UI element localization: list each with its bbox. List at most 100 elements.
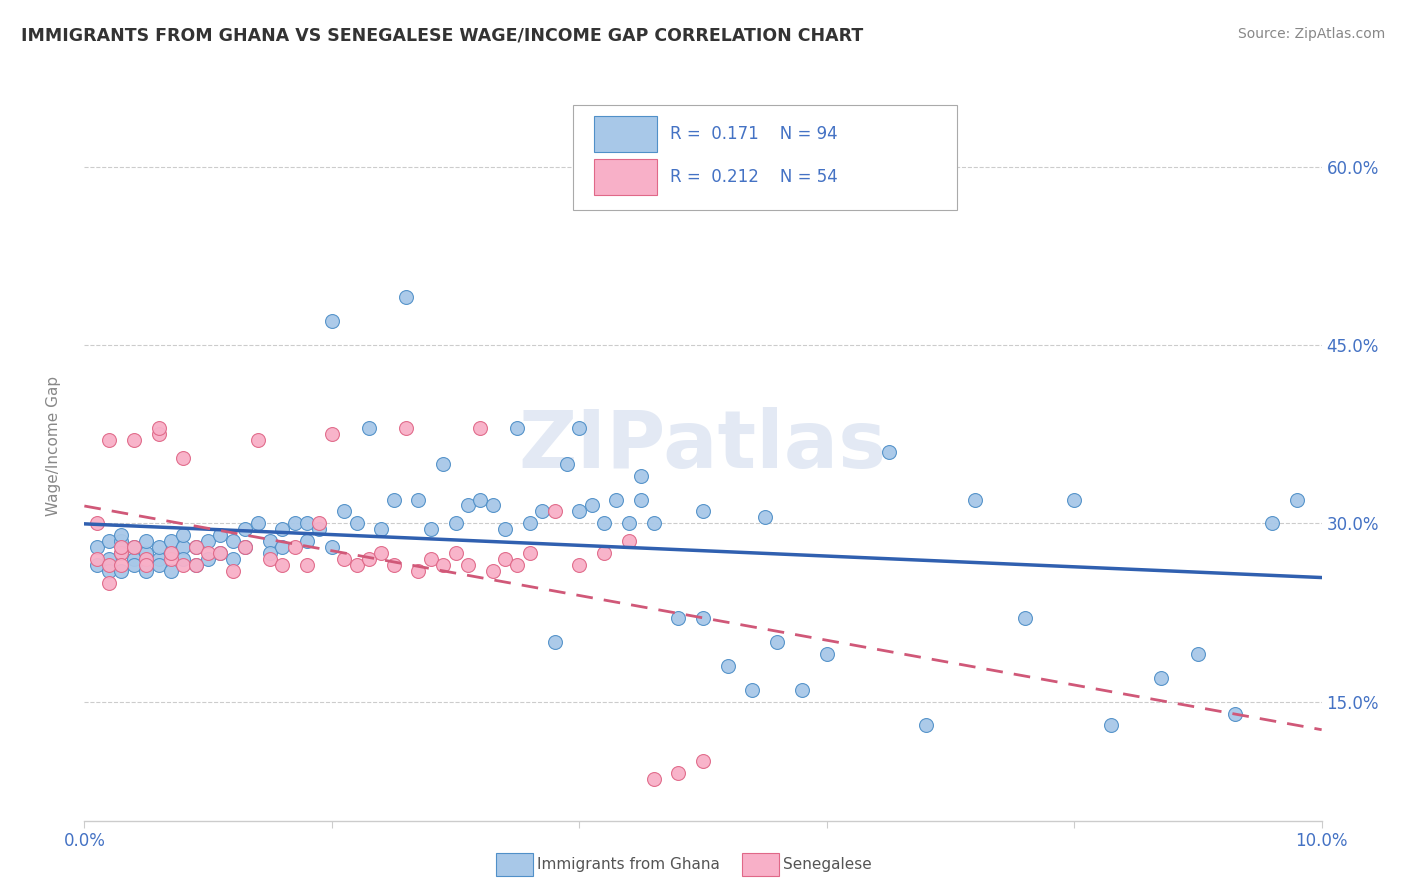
Point: [617, 534, 640, 549]
Point: [506, 558, 529, 572]
Point: [172, 450, 194, 465]
Text: Source: ZipAtlas.com: Source: ZipAtlas.com: [1237, 27, 1385, 41]
Point: [122, 540, 145, 554]
Point: [568, 504, 591, 518]
Point: [271, 558, 294, 572]
Point: [135, 546, 157, 560]
Point: [209, 528, 232, 542]
Point: [271, 522, 294, 536]
Point: [692, 754, 714, 768]
Point: [370, 546, 392, 560]
Point: [209, 546, 232, 560]
Point: [148, 427, 170, 442]
Point: [197, 534, 219, 549]
Point: [419, 522, 441, 536]
Point: [122, 552, 145, 566]
Point: [197, 546, 219, 560]
Point: [333, 552, 356, 566]
Point: [965, 492, 987, 507]
Point: [841, 195, 863, 210]
Point: [86, 540, 108, 554]
Point: [815, 647, 838, 661]
Point: [1223, 706, 1246, 721]
Point: [110, 546, 132, 560]
Point: [457, 499, 479, 513]
Point: [444, 516, 467, 531]
Point: [172, 558, 194, 572]
Point: [321, 314, 343, 328]
Point: [382, 492, 405, 507]
Point: [666, 611, 689, 625]
Point: [605, 492, 627, 507]
Point: [321, 427, 343, 442]
Point: [519, 516, 541, 531]
Point: [766, 635, 789, 649]
Point: [568, 558, 591, 572]
Point: [259, 552, 281, 566]
Point: [148, 552, 170, 566]
Point: [246, 433, 269, 447]
Point: [86, 552, 108, 566]
Point: [494, 552, 516, 566]
Point: [184, 558, 207, 572]
Point: [110, 528, 132, 542]
Point: [630, 492, 652, 507]
Point: [1187, 647, 1209, 661]
Text: ZIPatlas: ZIPatlas: [519, 407, 887, 485]
FancyBboxPatch shape: [595, 159, 657, 195]
Point: [321, 540, 343, 554]
Point: [643, 516, 665, 531]
Point: [432, 457, 454, 471]
Point: [1014, 611, 1036, 625]
Point: [481, 499, 503, 513]
Point: [271, 540, 294, 554]
Point: [184, 540, 207, 554]
Point: [184, 558, 207, 572]
Point: [666, 766, 689, 780]
Point: [531, 504, 554, 518]
Point: [110, 564, 132, 578]
Point: [333, 504, 356, 518]
Point: [790, 682, 813, 697]
Point: [233, 540, 256, 554]
Point: [395, 421, 418, 435]
Point: [148, 421, 170, 435]
Point: [284, 516, 307, 531]
Point: [506, 421, 529, 435]
Point: [86, 516, 108, 531]
Point: [543, 635, 565, 649]
Point: [148, 540, 170, 554]
Point: [444, 546, 467, 560]
Point: [86, 558, 108, 572]
Point: [877, 445, 900, 459]
Point: [172, 528, 194, 542]
Text: R =  0.171    N = 94: R = 0.171 N = 94: [669, 125, 837, 144]
Text: IMMIGRANTS FROM GHANA VS SENEGALESE WAGE/INCOME GAP CORRELATION CHART: IMMIGRANTS FROM GHANA VS SENEGALESE WAGE…: [21, 27, 863, 45]
Point: [357, 552, 380, 566]
Point: [110, 546, 132, 560]
Point: [160, 564, 183, 578]
Point: [284, 540, 307, 554]
FancyBboxPatch shape: [595, 116, 657, 153]
Point: [630, 468, 652, 483]
Point: [98, 433, 121, 447]
Point: [135, 552, 157, 566]
Point: [1150, 671, 1173, 685]
Point: [295, 516, 318, 531]
Point: [246, 516, 269, 531]
Point: [370, 522, 392, 536]
Point: [308, 516, 330, 531]
Point: [184, 540, 207, 554]
Point: [233, 522, 256, 536]
Point: [122, 558, 145, 572]
Point: [432, 558, 454, 572]
Point: [717, 659, 740, 673]
Point: [259, 546, 281, 560]
Point: [308, 522, 330, 536]
Point: [135, 534, 157, 549]
Point: [643, 772, 665, 786]
Point: [160, 534, 183, 549]
Point: [555, 457, 578, 471]
Point: [160, 546, 183, 560]
FancyBboxPatch shape: [574, 105, 956, 210]
